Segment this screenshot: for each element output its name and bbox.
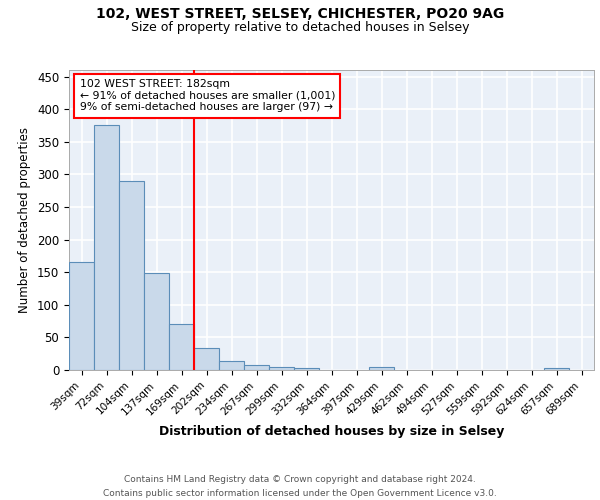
Bar xyxy=(244,366,269,370)
Bar xyxy=(194,348,219,370)
X-axis label: Distribution of detached houses by size in Selsey: Distribution of detached houses by size … xyxy=(159,425,504,438)
Bar xyxy=(219,361,244,370)
Bar xyxy=(544,368,569,370)
Bar xyxy=(119,181,144,370)
Bar xyxy=(294,368,319,370)
Bar xyxy=(169,324,194,370)
Bar xyxy=(69,262,94,370)
Text: Size of property relative to detached houses in Selsey: Size of property relative to detached ho… xyxy=(131,21,469,34)
Bar xyxy=(144,274,169,370)
Bar xyxy=(269,366,294,370)
Text: 102, WEST STREET, SELSEY, CHICHESTER, PO20 9AG: 102, WEST STREET, SELSEY, CHICHESTER, PO… xyxy=(96,8,504,22)
Bar xyxy=(94,126,119,370)
Y-axis label: Number of detached properties: Number of detached properties xyxy=(19,127,31,313)
Text: 102 WEST STREET: 182sqm
← 91% of detached houses are smaller (1,001)
9% of semi-: 102 WEST STREET: 182sqm ← 91% of detache… xyxy=(79,79,335,112)
Bar xyxy=(369,368,394,370)
Text: Contains HM Land Registry data © Crown copyright and database right 2024.
Contai: Contains HM Land Registry data © Crown c… xyxy=(103,476,497,498)
